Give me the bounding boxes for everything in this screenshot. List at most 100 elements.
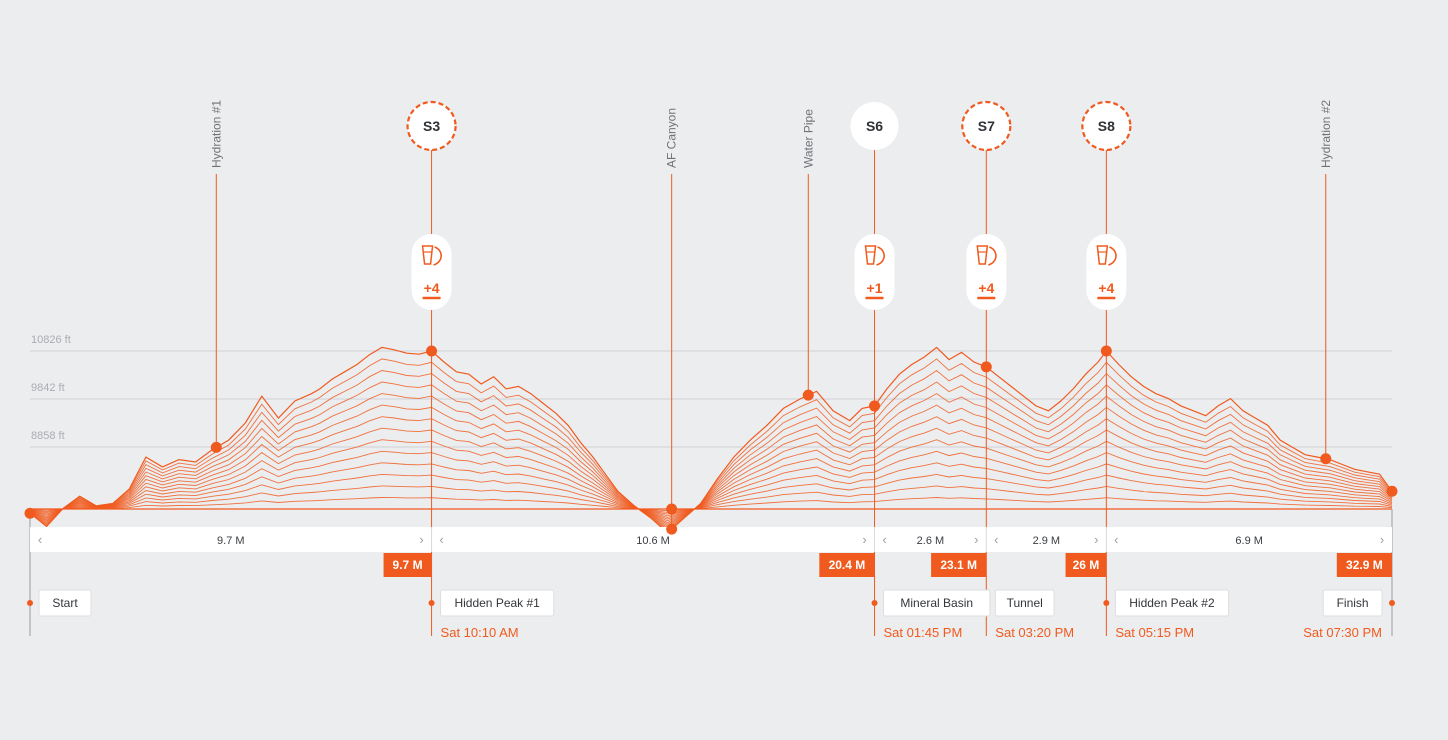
waypoint-name: Finish	[1337, 596, 1369, 610]
label-layer: Hydration #1 AF Canyon Water Pipe Hydration…	[38, 100, 1383, 640]
cup-icon	[976, 245, 989, 265]
station-code: S8	[1098, 118, 1115, 134]
cumulative-distance-label: 23.1 M	[940, 558, 977, 572]
y-tick-label: 9842 ft	[31, 382, 65, 394]
cup-icon	[864, 245, 877, 265]
chevron-left-icon: ‹	[994, 532, 998, 547]
station-badge	[406, 100, 457, 152]
cumulative-distance-tag	[931, 553, 987, 577]
waypoint-name: Hidden Peak #2	[1129, 596, 1215, 610]
waypoint-dot	[871, 600, 878, 606]
chevron-right-icon: ›	[974, 532, 978, 547]
station-badge	[850, 102, 899, 150]
station-badge	[961, 100, 1012, 152]
chevron-right-icon: ›	[419, 532, 423, 547]
food-drink-icon	[864, 245, 885, 266]
station-elevation-marker	[980, 361, 992, 373]
elevation-contour-line	[29, 497, 1393, 512]
waypoint-name-box	[883, 589, 991, 617]
marker-layer: +4 S3 +1 S6 +4 S7 +4 S8	[24, 100, 1398, 606]
elevation-contour-line	[29, 416, 1393, 524]
aid-point-marker	[1320, 453, 1332, 465]
food-drink-icon	[976, 245, 997, 266]
waypoint-time: Sat 07:30 PM	[1303, 625, 1382, 640]
banana-icon	[987, 246, 997, 266]
waypoint-name: Mineral Basin	[900, 596, 973, 610]
segment-distance-label: 2.6 M	[917, 535, 945, 547]
waypoint-dot	[1103, 600, 1110, 606]
chevron-left-icon: ‹	[1114, 532, 1118, 547]
station-code: S6	[866, 118, 883, 134]
cumulative-distance-label: 20.4 M	[829, 558, 866, 572]
waypoint-name-box	[994, 589, 1055, 617]
chevron-left-icon: ‹	[882, 532, 886, 547]
segment-distance-label: 9.7 M	[217, 535, 245, 547]
supply-count: +1	[867, 280, 883, 296]
elevation-contour-line	[29, 427, 1393, 522]
segment-distance-label: 10.6 M	[636, 535, 670, 547]
waypoint-name-box	[1322, 589, 1383, 617]
y-tick-label: 10826 ft	[31, 334, 71, 346]
waypoint-name-box	[1114, 589, 1230, 617]
elevation-contour-line	[29, 393, 1393, 527]
elevation-contour-line	[29, 381, 1393, 529]
elevation-contour-line	[29, 358, 1393, 532]
aid-point-label: AF Canyon	[665, 108, 679, 168]
elevation-contour-line	[29, 404, 1393, 525]
elevation-contour-line	[29, 485, 1393, 513]
aid-point-marker	[210, 441, 222, 453]
elevation-contour-line	[29, 369, 1393, 530]
banana-icon	[876, 246, 885, 266]
cup-icon	[1096, 245, 1109, 265]
waypoint-name: Hidden Peak #1	[454, 596, 540, 610]
segment-distance-label: 2.9 M	[1033, 535, 1061, 547]
station-elevation-marker	[1100, 345, 1112, 357]
waypoint-dot	[27, 600, 33, 606]
waypoint-name-box	[38, 589, 92, 617]
aid-point-label: Hydration #1	[209, 100, 223, 168]
segment-bar-layer: 9.7 M ‹ › 10.6 M ‹ › 2.6 M ‹ › 2.9 M ‹ › 6.9 M ‹ › 9.7 …	[30, 527, 1392, 577]
chevron-left-icon: ‹	[439, 532, 443, 547]
cumulative-distance-label: 9.7 M	[393, 558, 423, 572]
waypoint-name: Start	[52, 596, 78, 610]
cumulative-distance-tag	[383, 553, 432, 577]
elevation-profile-line	[29, 346, 1393, 534]
chevron-right-icon: ›	[1380, 532, 1384, 547]
station-code: S3	[423, 118, 440, 134]
low-point-marker	[666, 503, 678, 515]
segment-bar	[30, 527, 1392, 552]
station-elevation-marker	[426, 345, 438, 357]
supply-count: +4	[978, 280, 994, 296]
station-elevation-marker	[869, 400, 881, 412]
chevron-right-icon: ›	[1094, 532, 1098, 547]
waypoint-time: Sat 05:15 PM	[1115, 625, 1194, 640]
grid-layer: 10826 ft 9842 ft 8858 ft	[30, 334, 1392, 448]
supply-count: +4	[424, 280, 440, 296]
guide-lines-layer	[29, 150, 1393, 636]
waypoint-dot	[428, 600, 435, 606]
elevation-contour-line	[29, 450, 1393, 518]
waypoint-time: Sat 01:45 PM	[884, 625, 963, 640]
elevation-area-layer	[29, 346, 1393, 534]
elevation-contour-line	[29, 473, 1393, 515]
aid-point-label: Water Pipe	[801, 109, 815, 168]
cumulative-distance-label: 32.9 M	[1346, 558, 1383, 572]
station-badge	[1081, 100, 1132, 152]
waypoint-name-box	[440, 589, 555, 617]
cumulative-distance-label: 26 M	[1073, 558, 1100, 572]
chevron-right-icon: ›	[862, 532, 866, 547]
banana-icon	[433, 246, 442, 266]
supply-count: +4	[1098, 280, 1114, 296]
finish-elevation-marker	[1386, 485, 1398, 497]
cup-icon	[421, 245, 434, 265]
waypoint-name: Tunnel	[1007, 596, 1043, 610]
cumulative-distance-tag	[1065, 553, 1107, 577]
segment-distance-label: 6.9 M	[1235, 535, 1263, 547]
station-code: S7	[978, 118, 995, 134]
elevation-contour-line	[29, 462, 1393, 517]
elevation-contour-line	[29, 439, 1393, 520]
chevron-left-icon: ‹	[38, 532, 42, 547]
waypoint-time: Sat 10:10 AM	[441, 625, 519, 640]
aid-point-marker	[802, 389, 814, 401]
